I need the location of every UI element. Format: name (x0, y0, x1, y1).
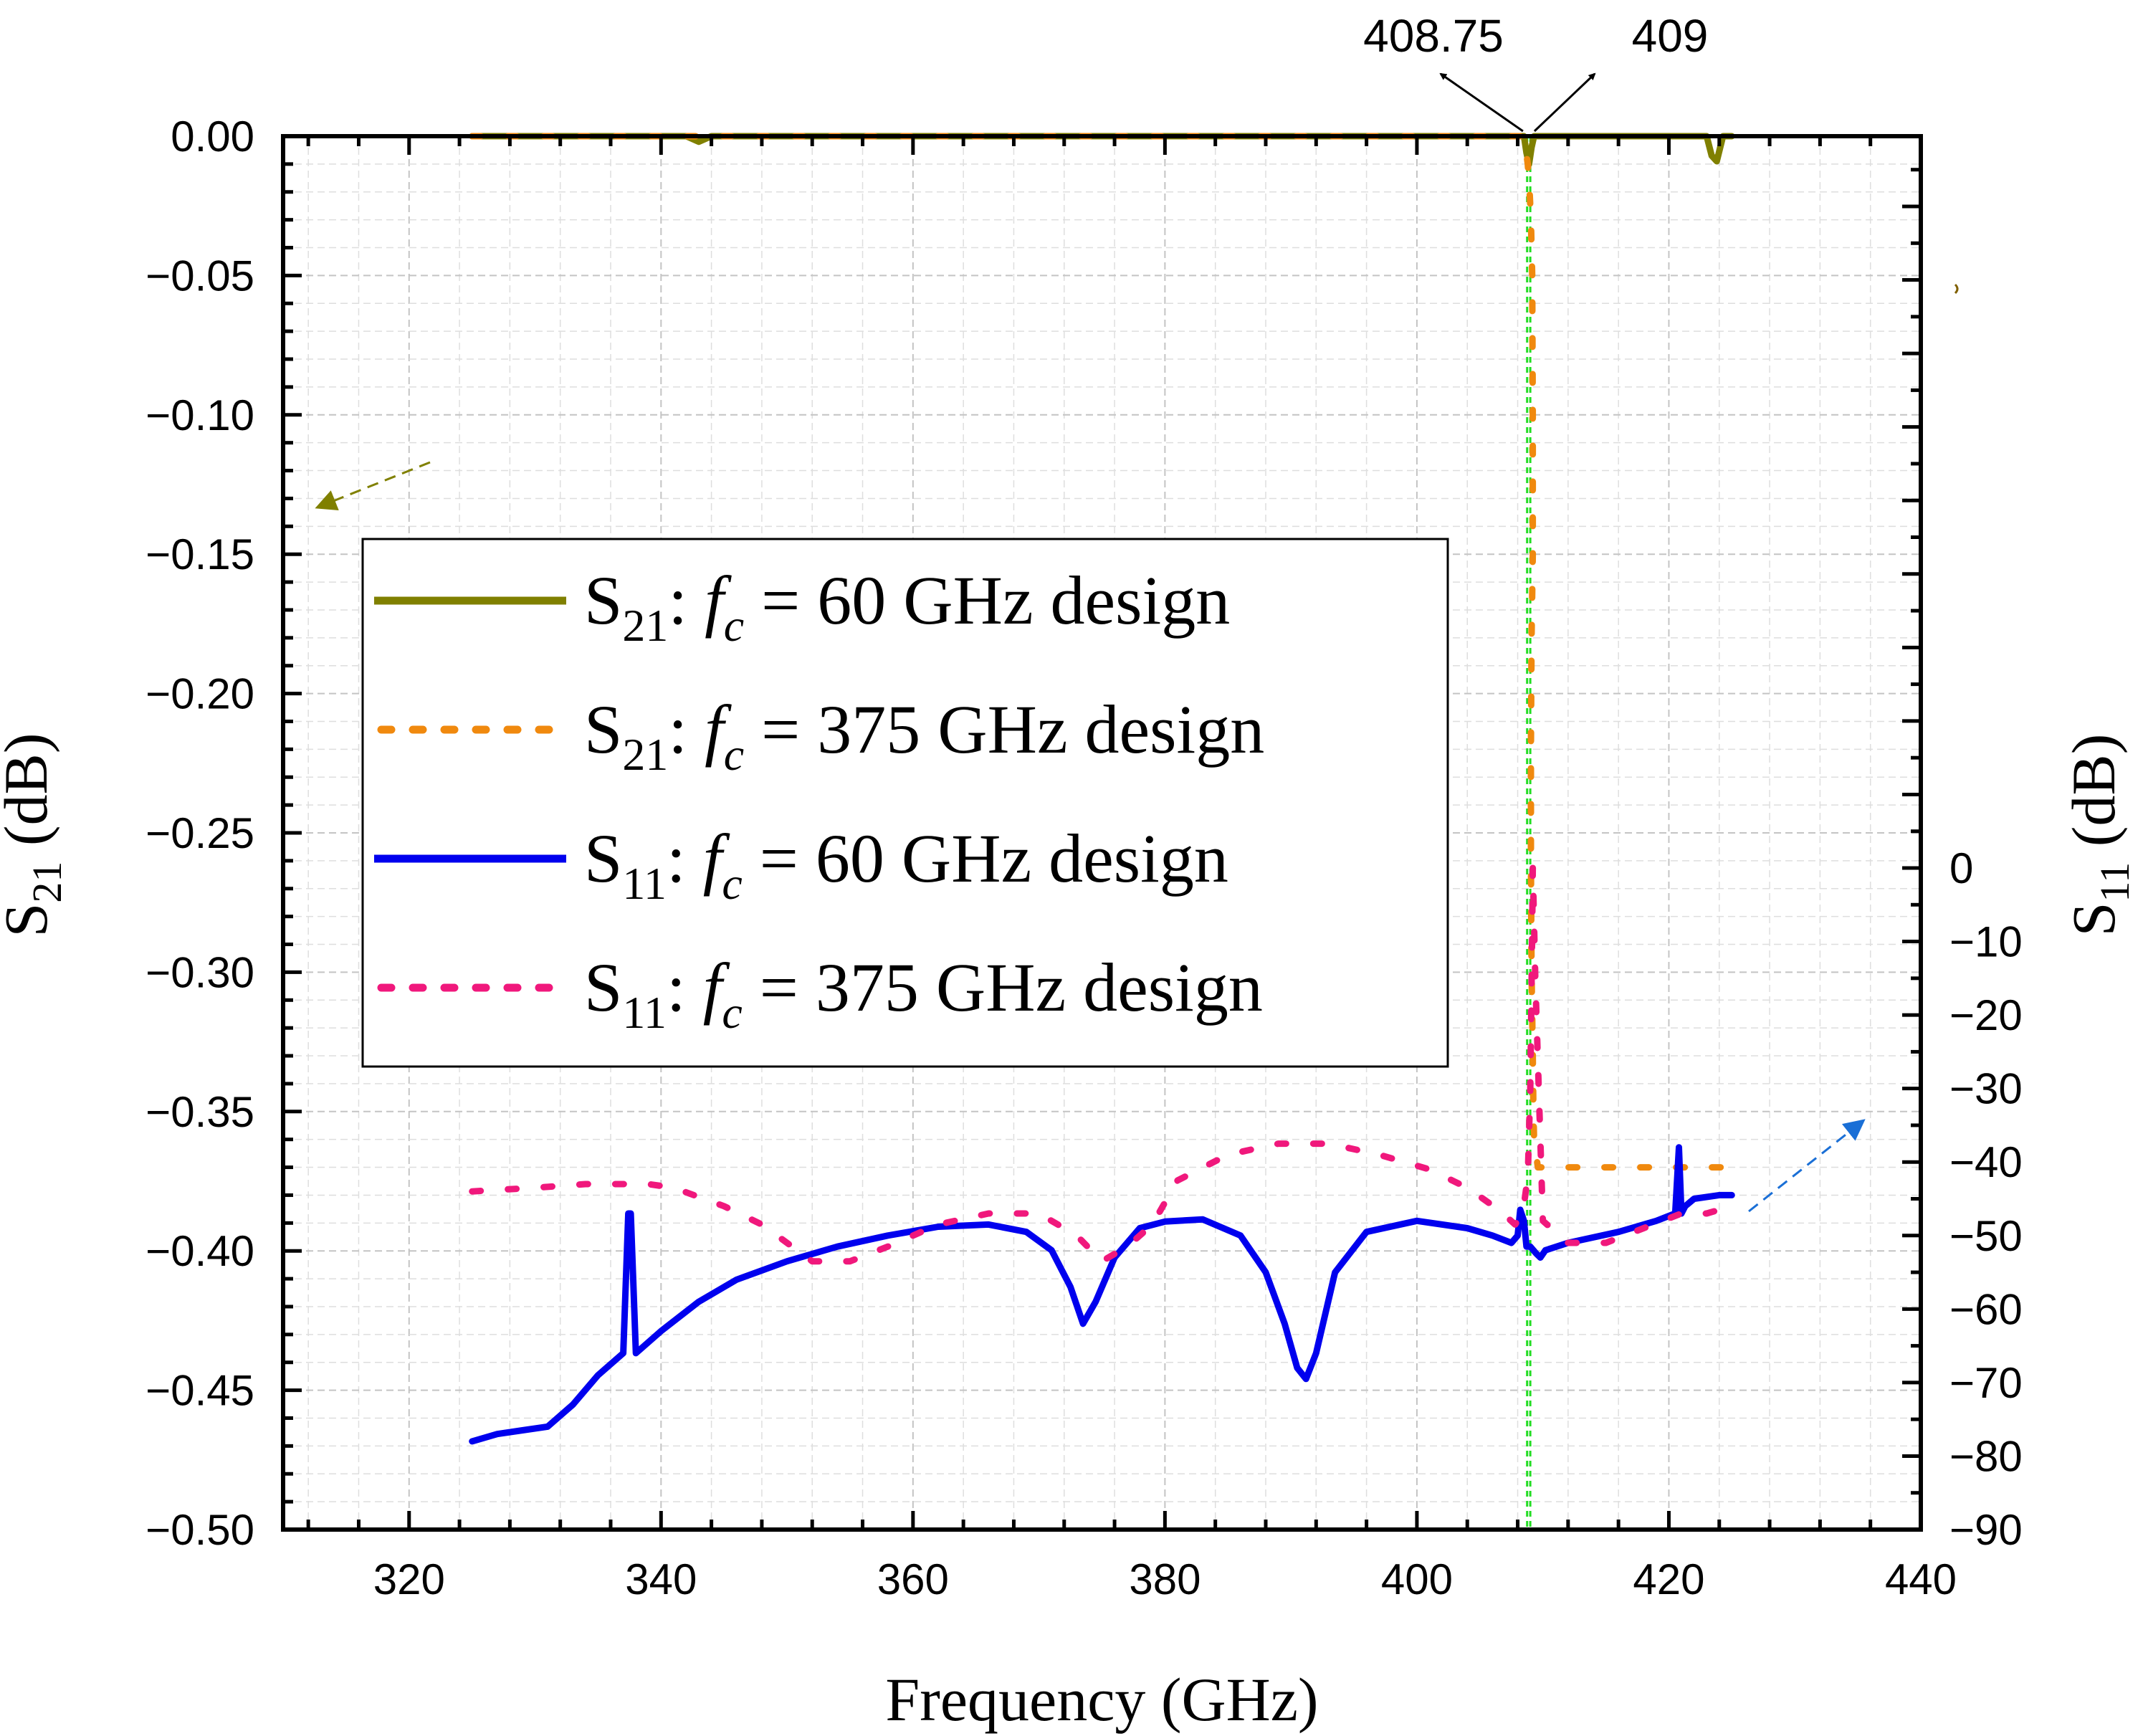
y-left-tick-label: −0.10 (145, 391, 254, 439)
legend-entry-label: S11: fc = 375 GHz design (584, 949, 1263, 1038)
x-tick-label: 440 (1885, 1555, 1957, 1603)
y-right-tick-label: −50 (1949, 1212, 2023, 1260)
y-right-tick-label: 0 (1949, 844, 1973, 892)
annotation-label: 408.75 (1363, 10, 1504, 62)
x-tick-label: 360 (877, 1555, 949, 1603)
series-line (469, 1144, 1735, 1445)
y-left-tick-label: −0.15 (145, 530, 254, 578)
stray-mark (1954, 283, 1959, 295)
y-left-tick-labels: 0.00 −0.05 −0.10 −0.15 −0.20 −0.25 −0.30 −0.35 −… (145, 113, 254, 1554)
vertical-marker-lines (1526, 136, 1532, 1530)
y-axis-title-right: S11 (dB) (2059, 734, 2138, 937)
legend-box (361, 538, 1449, 1068)
y-left-tick-label: −0.50 (145, 1506, 254, 1554)
y-left-tick-label: −0.45 (145, 1367, 254, 1415)
y-left-tick-label: −0.25 (145, 809, 254, 857)
y-right-tick-label: −90 (1949, 1506, 2023, 1554)
x-tick-labels: 320 340 360 380 400 420 440 (373, 1555, 1957, 1603)
y-right-tick-label: −40 (1949, 1138, 2023, 1186)
y-left-tick-label: −0.30 (145, 948, 254, 996)
y-right-tick-label: −20 (1949, 991, 2023, 1039)
y-right-tick-label: −10 (1949, 918, 2023, 966)
x-axis-title: Frequency (GHz) (885, 1665, 1318, 1734)
axis-title-text: S21 (dB) (0, 733, 70, 938)
annotation-arrow (1533, 72, 1596, 133)
legend-entry-label: S21: fc = 60 GHz design (584, 562, 1230, 651)
y-right-tick-label: −60 (1949, 1285, 2023, 1333)
left-axis-hint-arrow (315, 461, 431, 511)
x-tick-label: 380 (1129, 1555, 1201, 1603)
y-right-tick-label: −80 (1949, 1432, 2023, 1480)
series-line (469, 133, 1735, 1171)
axis-hint-arrows (315, 283, 1959, 1213)
legend-entry-label: S21: fc = 375 GHz design (584, 691, 1264, 780)
right-axis-hint-arrow (1748, 1119, 1866, 1213)
y-left-tick-label: −0.20 (145, 670, 254, 718)
y-left-tick-label: −0.40 (145, 1227, 254, 1275)
y-right-tick-label: −70 (1949, 1359, 2023, 1407)
x-tick-label: 400 (1381, 1555, 1453, 1603)
y-left-tick-label: −0.05 (145, 252, 254, 300)
legend: S21: fc = 60 GHz design S21: fc = 375 GHz… (361, 538, 1449, 1068)
annotation-arrow (1439, 72, 1524, 133)
frequency-annotations: 408.75 409 (1363, 10, 1709, 133)
legend-entry-label: S11: fc = 60 GHz design (584, 820, 1228, 909)
annotation-label: 409 (1632, 10, 1709, 62)
y-axis-title-left: S21 (dB) (0, 733, 70, 938)
series-line (469, 864, 1735, 1265)
y-right-tick-labels: 0 −10 −20 −30 −40 −50 −60 −70 −80 −90 (1949, 844, 2023, 1554)
axis-ticks (283, 134, 1923, 1532)
x-tick-label: 420 (1633, 1555, 1704, 1603)
x-tick-label: 320 (373, 1555, 445, 1603)
axis-title-text: S11 (dB) (2059, 734, 2138, 937)
y-left-tick-label: 0.00 (171, 113, 254, 161)
y-right-tick-label: −30 (1949, 1065, 2023, 1113)
x-tick-label: 340 (625, 1555, 697, 1603)
y-left-tick-label: −0.35 (145, 1088, 254, 1136)
